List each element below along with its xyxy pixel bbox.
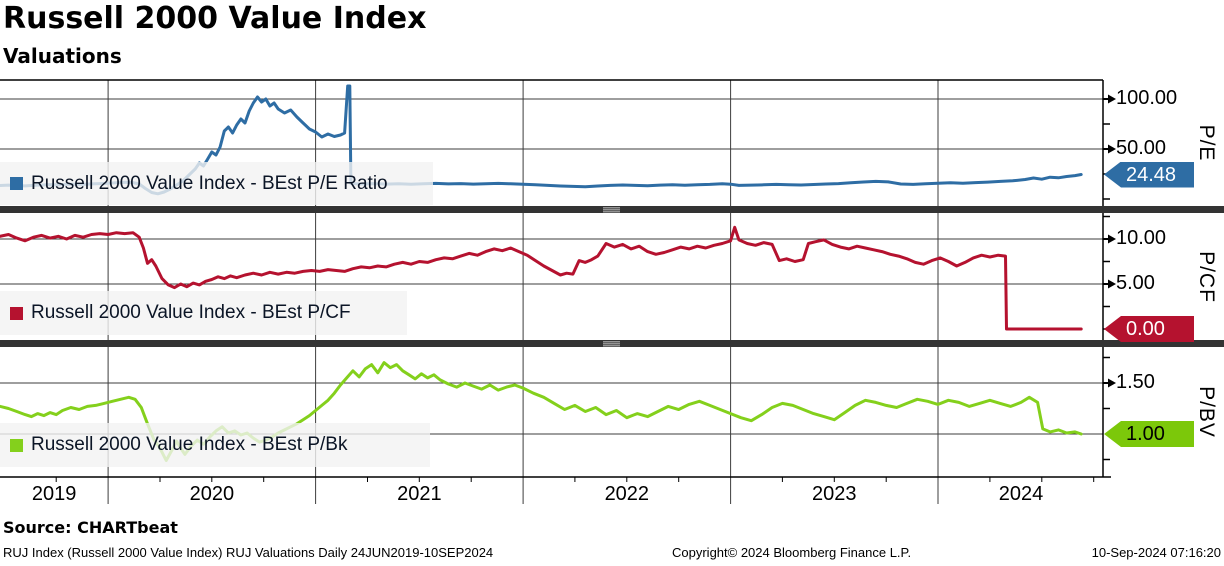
pbv-axis-title: P/BV [1195,386,1218,438]
x-year-label: 2019 [31,483,77,505]
pcf-axis-title: P/CF [1195,250,1218,303]
pcf-ytick-label: 10.00 [1116,227,1167,249]
pe-ytick-label: 100.00 [1116,87,1178,109]
pbv-last-value-tag: 1.00 [1104,420,1194,447]
legend-best-pbk[interactable]: Russell 2000 Value Index - BEst P/Bk [0,423,430,467]
x-year-label: 2024 [998,483,1044,505]
x-year-label: 2023 [812,483,857,505]
x-year-label: 2020 [189,483,235,505]
pcf-ytick-label: 5.00 [1116,272,1155,294]
legend-best-pcf[interactable]: Russell 2000 Value Index - BEst P/CF [0,291,407,335]
pe-series-swatch-icon [10,177,23,190]
legend-label: Russell 2000 Value Index - BEst P/E Rati… [31,172,388,194]
pbv-ytick-label: 1.50 [1116,370,1155,393]
pbv-series-swatch-icon [10,438,23,452]
x-year-label: 2022 [604,483,650,505]
legend-best-pe-ratio[interactable]: Russell 2000 Value Index - BEst P/E Rati… [0,162,433,205]
footer-ticker-info: RUJ Index (Russell 2000 Value Index) RUJ… [3,545,494,560]
legend-label: Russell 2000 Value Index - BEst P/CF [31,302,351,323]
pcf-last-value-tag: 0.00 [1104,316,1194,343]
pcf-line-series [0,225,1083,331]
page-subtitle: Valuations [3,44,122,68]
footer-timestamp: 10-Sep-2024 07:16:20 [1091,545,1221,560]
pe-ytick-label: 50.00 [1116,137,1167,159]
source-caption: Source: CHARTbeat [3,518,178,537]
pe-last-value-tag: 24.48 [1104,161,1194,188]
legend-label: Russell 2000 Value Index - BEst P/Bk [31,434,348,455]
footer-copyright: Copyright© 2024 Bloomberg Finance L.P. [672,545,912,560]
x-year-label: 2021 [397,483,442,505]
page-title: Russell 2000 Value Index [3,1,427,36]
pe-axis-title: P/E [1195,124,1218,162]
pcf-series-swatch-icon [10,306,23,320]
